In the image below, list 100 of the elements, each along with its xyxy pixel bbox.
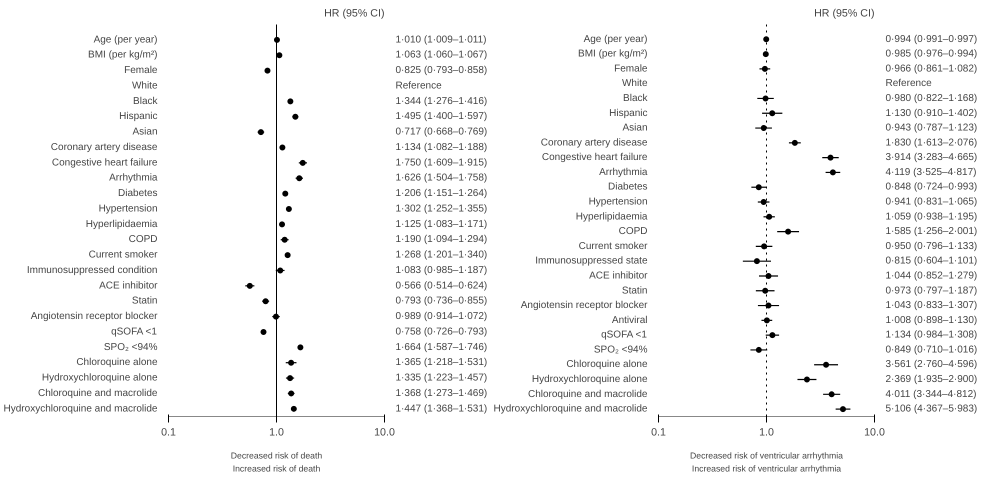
text: HR (95% CI) xyxy=(324,8,385,20)
y-tick-label: Chloroquine and macrolide xyxy=(528,388,648,400)
y-tick-label: Hydroxychloroquine alone xyxy=(532,374,648,386)
y-tick-label: White xyxy=(622,78,648,90)
data-label: 0·989 (0·914–1·072) xyxy=(396,311,488,322)
y-tick-label: Hypertension xyxy=(98,203,158,214)
y-tick-label: Chloroquine alone xyxy=(76,357,158,368)
data-label: 1·344 (1·276–1·416) xyxy=(396,96,488,107)
x-tick-label: 0.1 xyxy=(651,426,666,438)
data-label: 5·106 (4·367–5·983) xyxy=(886,404,978,415)
data-label: 1·365 (1·218–1·531) xyxy=(396,357,488,368)
text: Increased risk of ventricular arrhythmia xyxy=(692,464,842,474)
data-label: 1·626 (1·504–1·758) xyxy=(396,172,488,184)
y-tick-label: Asian xyxy=(132,126,158,138)
y-tick-label: Statin xyxy=(622,285,648,296)
y-tick-label: Hyperlipidaemia xyxy=(86,218,158,230)
data-label: 1·585 (1·256–2·001) xyxy=(886,226,978,238)
y-tick-label: Chloroquine alone xyxy=(566,359,648,370)
y-tick-label: Immunosuppressed state xyxy=(535,256,648,267)
y-tick-label: Current smoker xyxy=(88,250,158,261)
data-label: 1·335 (1·223–1·457) xyxy=(396,372,488,384)
data-label: 0·966 (0·861–1·082) xyxy=(886,63,978,74)
y-tick-label: COPD xyxy=(618,226,648,238)
y-tick-label: Hydroxychloroquine and macrolide xyxy=(4,403,158,414)
y-tick-label: ACE inhibitor xyxy=(99,280,158,292)
data-label: 0·980 (0·822–1·168) xyxy=(886,92,978,104)
y-tick-label: Coronary artery disease xyxy=(540,137,648,148)
y-tick-label: Antiviral xyxy=(612,314,648,326)
data-label: 1·134 (0·984–1·308) xyxy=(886,330,978,341)
y-tick-label: Immunosuppressed condition xyxy=(26,264,158,276)
x-tick-label: 0.1 xyxy=(161,426,176,438)
y-tick-label: Hydroxychloroquine alone xyxy=(42,372,158,384)
data-label: 4·011 (3·344–4·812) xyxy=(886,388,976,400)
y-tick-label: Hydroxychloroquine and macrolide xyxy=(494,404,648,415)
y-tick-label: Age (per year) xyxy=(584,34,648,45)
data-label: 1·130 (0·910–1·402) xyxy=(886,108,978,119)
y-tick-label: Current smoker xyxy=(578,240,648,252)
y-tick-label: Congestive heart failure xyxy=(52,157,158,168)
text: Increased risk of death xyxy=(232,464,320,474)
data-label: 1·059 (0·938–1·195) xyxy=(886,211,978,222)
y-tick-label: White xyxy=(132,80,158,92)
y-tick-label: Diabetes xyxy=(118,188,158,200)
data-label: 1·302 (1·252–1·355) xyxy=(396,203,488,214)
data-label: 0·793 (0·736–0·855) xyxy=(396,296,488,307)
data-label: 0·941 (0·831–1·065) xyxy=(886,196,978,208)
y-tick-label: Black xyxy=(133,96,158,107)
data-label: 1·125 (1·083–1·171) xyxy=(396,218,488,230)
data-label: 1·495 (1·400–1·597) xyxy=(396,111,488,122)
data-label: 0·848 (0·724–0·993) xyxy=(886,182,978,193)
data-label: 1·008 (0·898–1·130) xyxy=(886,314,978,326)
x-tick-label: 10.0 xyxy=(374,426,395,438)
text: Reference xyxy=(396,80,442,92)
y-tick-label: Hispanic xyxy=(609,108,648,119)
y-tick-label: Black xyxy=(623,92,648,104)
data-label: 0·717 (0·668–0·769) xyxy=(396,126,488,138)
y-tick-label: qSOFA <1 xyxy=(601,330,648,341)
y-tick-label: BMI (per kg/m²) xyxy=(88,50,158,61)
y-tick-label: Coronary artery disease xyxy=(50,142,158,153)
data-label: 1·190 (1·094–1·294) xyxy=(396,234,488,246)
y-tick-label: Hyperlipidaemia xyxy=(576,211,648,222)
data-label: 0·985 (0·976–0·994) xyxy=(886,48,978,60)
data-label: 0·825 (0·793–0·858) xyxy=(396,65,488,76)
y-tick-label: Hispanic xyxy=(119,111,158,122)
data-label: 0·943 (0·787–1·123) xyxy=(886,122,978,134)
y-tick-label: Angiotensin receptor blocker xyxy=(520,300,648,312)
y-tick-label: ACE inhibitor xyxy=(589,270,648,282)
data-label: 1·134 (1·082–1·188) xyxy=(396,142,488,153)
data-label: 1·043 (0·833–1·307) xyxy=(886,300,978,312)
data-label: 1·447 (1·368–1·531) xyxy=(396,403,488,414)
data-label: 1·830 (1·613–2·076) xyxy=(886,137,978,148)
text: Reference xyxy=(886,78,932,90)
y-tick-label: qSOFA <1 xyxy=(111,326,158,338)
data-label: 1·664 (1·587–1·746) xyxy=(396,342,488,353)
data-label: 3·914 (3·283–4·665) xyxy=(886,152,978,164)
y-tick-label: Angiotensin receptor blocker xyxy=(30,311,158,322)
data-label: 2·369 (1·935–2·900) xyxy=(886,374,978,386)
y-tick-label: Hypertension xyxy=(588,196,648,208)
data-label: 0·973 (0·797–1·187) xyxy=(886,285,978,296)
x-tick-label: 1.0 xyxy=(269,426,284,438)
text: Decreased risk of death xyxy=(230,450,322,460)
y-tick-label: Statin xyxy=(132,296,158,307)
data-label: 1·750 (1·609–1·915) xyxy=(396,157,488,168)
y-tick-label: SPO₂ <94% xyxy=(104,342,158,353)
x-tick-label: 1.0 xyxy=(759,426,774,438)
y-tick-label: Diabetes xyxy=(608,182,648,193)
data-label: 3·561 (2·760–4·596) xyxy=(886,359,978,370)
y-tick-label: Age (per year) xyxy=(94,34,158,46)
y-tick-label: Chloroquine and macrolide xyxy=(38,388,158,399)
y-tick-label: COPD xyxy=(128,234,158,246)
data-label: 0·849 (0·710–1·016) xyxy=(886,344,978,356)
y-tick-label: Asian xyxy=(622,122,648,134)
text: HR (95% CI) xyxy=(814,8,875,20)
y-tick-label: SPO₂ <94% xyxy=(594,344,648,356)
data-label: 1·063 (1·060–1·067) xyxy=(396,50,488,61)
data-label: 1·010 (1·009–1·011) xyxy=(396,34,486,46)
data-label: 1·368 (1·273–1·469) xyxy=(396,388,488,399)
data-label: 0·950 (0·796–1·133) xyxy=(886,240,978,252)
data-label: 0·815 (0·604–1·101) xyxy=(886,256,978,267)
data-label: 0·566 (0·514–0·624) xyxy=(396,280,488,292)
data-label: 1·083 (0·985–1·187) xyxy=(396,264,488,276)
